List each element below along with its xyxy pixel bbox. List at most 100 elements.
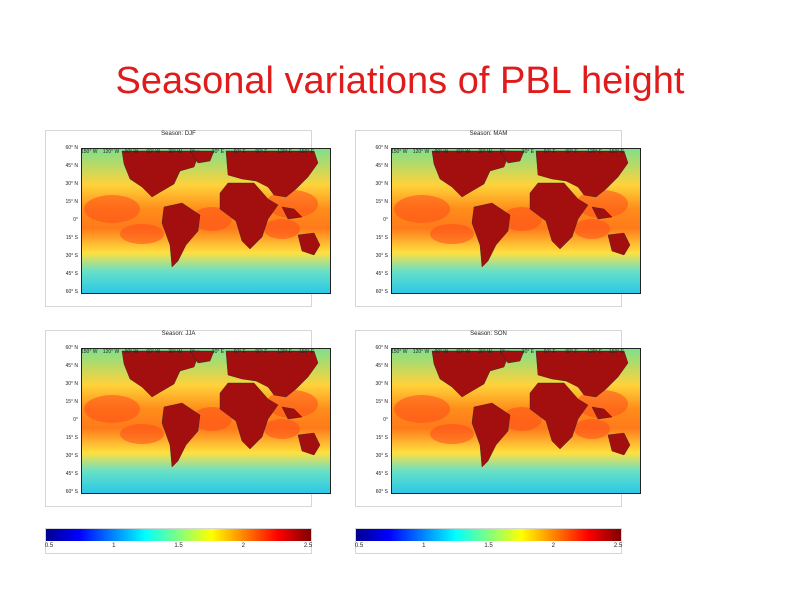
lon-label: 120° E	[587, 149, 603, 155]
high-pbl-region	[394, 395, 450, 423]
lat-label: 60° N	[375, 345, 388, 351]
land-samerica	[471, 402, 511, 468]
high-pbl-region	[574, 419, 610, 439]
colorbar-tick-label: 2	[551, 543, 555, 549]
land-namerica	[431, 150, 511, 198]
land-islands	[591, 406, 613, 420]
land-australia	[297, 432, 321, 456]
map-panel: Season: DJF 60° N 45° N 30° N 15° N 0° 15° S 30…	[45, 130, 331, 307]
lat-label: 15° N	[65, 199, 78, 205]
lat-label: 15° N	[375, 399, 388, 405]
lat-label: 30° S	[65, 253, 78, 259]
lon-label: 0°	[500, 149, 505, 155]
lon-label: 30° W	[478, 349, 492, 355]
lon-label: 0°	[190, 349, 195, 355]
colorbar-tick-label: 0.5	[44, 543, 54, 549]
high-pbl-region	[574, 219, 610, 239]
lat-label: 15° S	[65, 435, 78, 441]
lon-label: 150° W	[81, 349, 98, 355]
lon-label: 150° E	[609, 349, 625, 355]
colorbar-tick-label: 2.5	[613, 543, 623, 549]
land-samerica	[161, 202, 201, 268]
lon-label: 30° W	[478, 149, 492, 155]
high-pbl-region	[84, 195, 140, 223]
map-panel: Season: MAM 60° N 45° N 30° N 15° N 0° 15° S 30…	[355, 130, 641, 307]
lon-label: 90° E	[255, 149, 268, 155]
lon-label: 90° W	[434, 349, 449, 355]
lat-label: 30° N	[375, 181, 388, 187]
colorbar-tick-label: 1.5	[484, 543, 493, 549]
panel-title: Season: DJF	[161, 131, 196, 137]
lat-label: 30° S	[375, 453, 388, 459]
high-pbl-region	[192, 207, 232, 231]
lon-label: 60° W	[146, 349, 161, 355]
lat-label: 60° S	[375, 489, 388, 495]
lat-label: 45° N	[65, 363, 78, 369]
colorbar-tick-label: 1	[112, 543, 116, 549]
lon-label: 150° E	[609, 149, 625, 155]
lat-label: 30° N	[375, 381, 388, 387]
lon-label: 120° E	[277, 149, 293, 155]
land-islands	[281, 206, 303, 220]
pbl-height-map	[81, 148, 331, 294]
lon-label: 30° W	[168, 149, 182, 155]
colorbar-gradient	[46, 529, 311, 541]
lat-label: 45° N	[375, 163, 388, 169]
lon-label: 150° W	[81, 149, 98, 155]
lon-label: 120° W	[102, 349, 120, 355]
lon-label: 30° E	[211, 149, 225, 155]
lon-label: 30° E	[211, 349, 225, 355]
lat-label: 30° S	[65, 453, 78, 459]
panel-title: Season: SON	[470, 331, 507, 337]
lat-label: 0°	[383, 417, 388, 423]
high-pbl-region	[502, 207, 542, 231]
colorbar: 0.5 1 1.5 2 2.5	[355, 528, 622, 554]
land-australia	[297, 232, 321, 256]
land-namerica	[431, 350, 511, 398]
lon-label: 120° W	[412, 349, 430, 355]
land-greenland	[499, 350, 525, 364]
lat-label: 45° S	[65, 471, 78, 477]
lon-label: 60° E	[543, 149, 556, 155]
high-pbl-region	[502, 407, 542, 431]
lon-label: 90° W	[124, 149, 139, 155]
lon-label: 90° E	[565, 349, 578, 355]
land-greenland	[189, 350, 215, 364]
pbl-height-map	[391, 148, 641, 294]
pbl-height-map	[391, 348, 641, 494]
high-pbl-region	[394, 195, 450, 223]
lat-label: 60° N	[65, 345, 78, 351]
map-svg	[392, 349, 640, 493]
lat-label: 15° S	[375, 435, 388, 441]
lat-label: 45° N	[65, 163, 78, 169]
land-greenland	[499, 150, 525, 164]
land-greenland	[189, 150, 215, 164]
land-namerica	[121, 150, 201, 198]
lat-label: 60° S	[65, 489, 78, 495]
lat-label: 15° S	[65, 235, 78, 241]
lon-label: 60° E	[543, 349, 556, 355]
lon-label: 90° E	[255, 349, 268, 355]
lon-label: 60° W	[146, 149, 161, 155]
lat-label: 60° N	[65, 145, 78, 151]
land-namerica	[121, 350, 201, 398]
high-pbl-region	[84, 395, 140, 423]
lon-label: 150° W	[391, 149, 408, 155]
land-africa	[529, 382, 589, 450]
high-pbl-region	[576, 390, 628, 418]
high-pbl-region	[266, 390, 318, 418]
lon-label: 30° W	[168, 349, 182, 355]
land-africa	[529, 182, 589, 250]
map-svg	[392, 149, 640, 293]
land-australia	[607, 432, 631, 456]
high-pbl-region	[120, 424, 164, 444]
high-pbl-region	[192, 407, 232, 431]
land-eurasia	[535, 350, 629, 398]
high-pbl-region	[120, 224, 164, 244]
lat-label: 30° N	[65, 381, 78, 387]
high-pbl-region	[264, 419, 300, 439]
land-africa	[219, 182, 279, 250]
colorbar-tick-label: 2.5	[303, 543, 313, 549]
land-eurasia	[535, 150, 629, 198]
colorbar-tick-label: 1.5	[174, 543, 183, 549]
